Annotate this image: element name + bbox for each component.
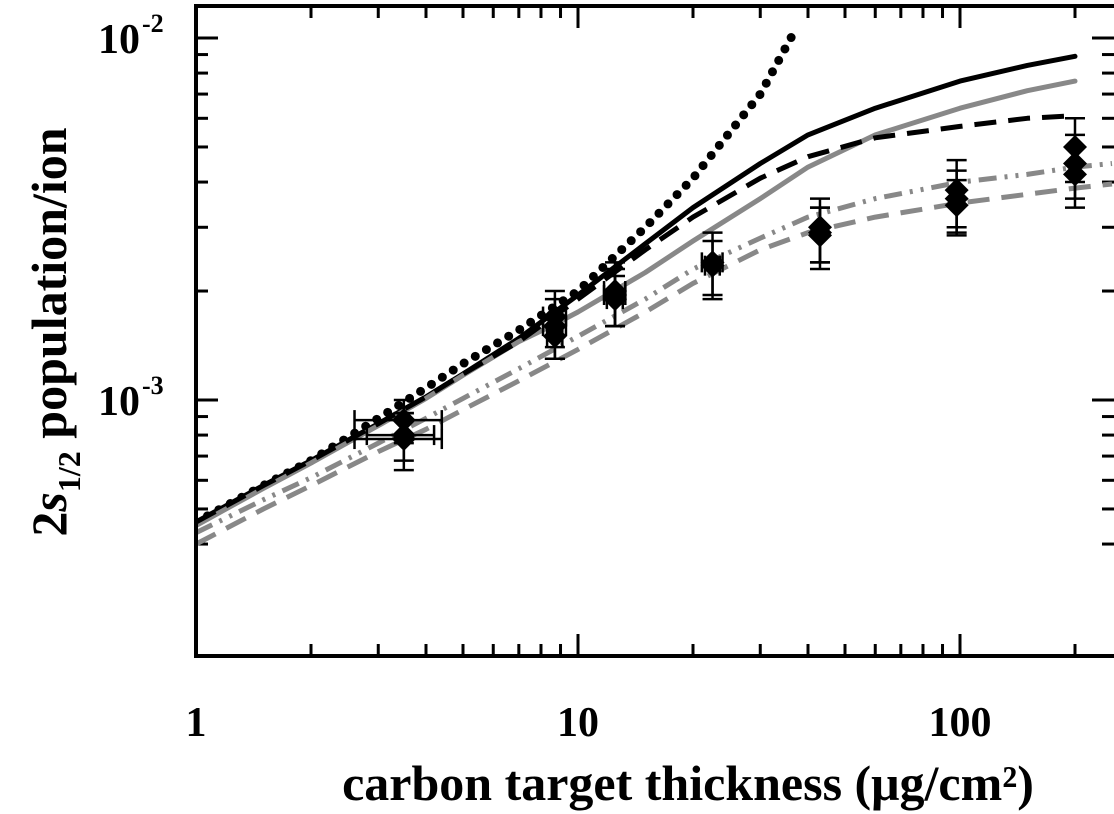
series-line-dashed-4 <box>196 113 1076 525</box>
plot-frame <box>194 4 1114 658</box>
x-tick-label: 1 <box>186 700 207 746</box>
data-point <box>603 274 628 328</box>
x-tick-label: 100 <box>929 700 992 746</box>
series-lines <box>196 25 1113 547</box>
data-point <box>944 178 969 237</box>
diamond-marker <box>1062 162 1087 187</box>
y-tick-labels: 10-310-2 <box>98 9 164 425</box>
data-points <box>353 117 1087 472</box>
series-line-dash-dot-dot-5 <box>196 161 1113 535</box>
data-point <box>542 315 567 361</box>
y-axis-label: 2s1/2 population/ion <box>21 127 87 536</box>
data-point <box>1062 145 1087 209</box>
diamond-marker <box>603 287 628 312</box>
diamond-marker <box>542 324 567 349</box>
diamond-marker <box>944 193 969 218</box>
x-tick-labels: 1 10 100 <box>186 700 992 746</box>
diamond-marker <box>807 220 832 245</box>
y-axis-label-italic: s <box>21 492 77 512</box>
y-tick-label-exponent: -3 <box>142 371 164 400</box>
diamond-marker <box>391 423 416 448</box>
data-point <box>365 411 436 462</box>
y-tick-label: 10 <box>98 379 140 425</box>
y-axis-label-sub: 1/2 <box>51 451 87 492</box>
data-point <box>807 206 832 264</box>
diamond-marker <box>700 253 725 278</box>
x-tick-label: 10 <box>557 700 599 746</box>
series-line-dashed-6 <box>196 181 1113 547</box>
series-line-dotted-1 <box>196 25 800 527</box>
y-tick-label-exponent: -2 <box>142 9 164 38</box>
y-axis-label-suffix: population/ion <box>21 127 77 451</box>
y-axis-label-prefix: 2 <box>21 512 77 537</box>
x-axis-label: carbon target thickness (μg/cm²) <box>342 755 1034 811</box>
y-tick-label: 10 <box>98 17 140 63</box>
data-point <box>700 239 725 297</box>
